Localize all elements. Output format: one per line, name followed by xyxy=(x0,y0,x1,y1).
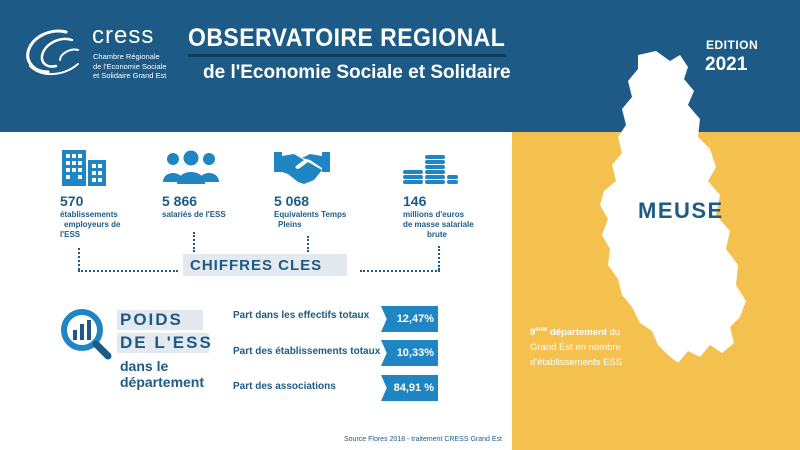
title-underline xyxy=(188,54,506,57)
stat-employees-value: 5 866 xyxy=(162,193,198,209)
source-note: Source Flores 2018 - traitement CRESS Gr… xyxy=(344,436,502,443)
part-etablissements-value: 10,33% xyxy=(396,347,434,359)
stat-establishments-value: 570 xyxy=(60,193,84,209)
stat-fte-label: Equivalents Temps Pleins xyxy=(274,210,347,229)
chiffres-cles-title: CHIFFRES CLES xyxy=(190,257,323,274)
brand-subtitle: Chambre Régionale de l'Economie Sociale … xyxy=(93,52,167,80)
connector-line xyxy=(360,270,440,272)
connector-line xyxy=(78,248,80,270)
department-name: MEUSE xyxy=(638,198,724,223)
chiffres-cles-banner xyxy=(183,254,347,276)
poids-highlight xyxy=(117,310,203,330)
page-title: OBSERVATOIRE REGIONAL xyxy=(188,24,506,52)
stat-fte-value: 5 068 xyxy=(274,193,310,209)
connector-line xyxy=(193,232,195,252)
page-subtitle: de l'Economie Sociale et Solidaire xyxy=(203,62,511,83)
poids-title-line1: POIDS xyxy=(120,310,183,329)
part-associations-badge xyxy=(381,375,438,401)
part-etablissements-label: Part des établissements totaux xyxy=(233,346,381,357)
poids-title-line2: DE L'ESS xyxy=(120,333,213,352)
part-effectifs-value: 12,47% xyxy=(396,313,434,325)
magnifier-chart-icon xyxy=(61,309,112,360)
department-rank: 9ème département du Grand Est en nombre … xyxy=(530,327,623,369)
part-effectifs-label: Part dans les effectifs totaux xyxy=(233,310,370,321)
connector-line xyxy=(78,270,178,272)
stat-employees-label: salariés de l'ESS xyxy=(162,210,226,219)
connector-line xyxy=(307,236,309,252)
meuse-map-shape xyxy=(600,51,746,363)
stat-payroll-label: millions d'euros de masse salariale brut… xyxy=(403,210,474,239)
stat-establishments-label: établissements employeurs de l'ESS xyxy=(60,210,121,239)
poids-highlight xyxy=(117,333,209,353)
brand-name: cress xyxy=(92,22,155,49)
buildings-icon xyxy=(62,150,106,186)
poids-title-line3: dans le xyxy=(120,358,169,374)
handshake-icon xyxy=(274,152,330,184)
edition-label: EDITION xyxy=(706,38,759,52)
cress-logo-icon xyxy=(26,29,79,75)
part-etablissements-badge xyxy=(381,340,438,366)
coins-icon xyxy=(403,155,458,184)
connector-line xyxy=(438,246,440,270)
part-effectifs-badge xyxy=(381,306,438,332)
part-associations-value: 84,91 % xyxy=(393,382,434,394)
edition-year: 2021 xyxy=(705,54,748,75)
people-icon xyxy=(163,150,219,184)
poids-title-line4: département xyxy=(120,374,205,390)
part-associations-label: Part des associations xyxy=(233,381,336,392)
stat-payroll-value: 146 xyxy=(403,193,427,209)
